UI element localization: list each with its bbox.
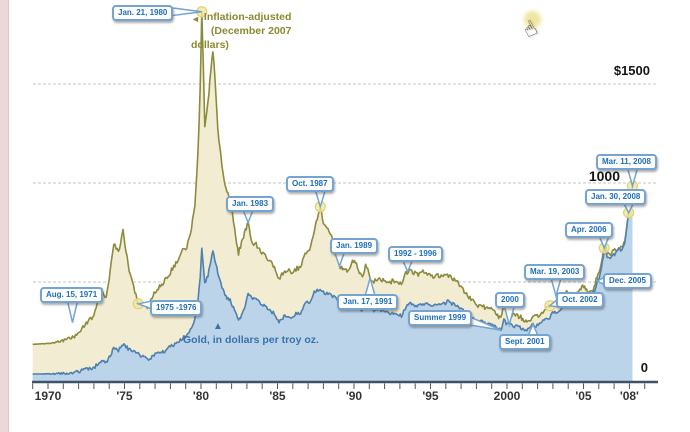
annotation-callout[interactable]: Summer 1999 (408, 310, 473, 326)
hand-cursor: ☝ (517, 10, 555, 52)
annotation-callout[interactable]: Jan. 17, 1991 (337, 294, 399, 310)
x-axis-label: '95 (422, 389, 439, 403)
y-axis-label-1500: $1500 (613, 63, 650, 78)
annotation-callout[interactable]: Dec. 2005 (603, 273, 652, 289)
annotation-callout[interactable]: Sept. 2001 (499, 334, 551, 350)
annotation-callout[interactable]: 1975 -1976 (150, 300, 203, 316)
inflation-label-line2: (December 2007 dollars) (191, 25, 292, 51)
series-label-nominal-gold: Gold, in dollars per troy oz. (183, 334, 319, 346)
annotation-callout[interactable]: 1992 - 1996 (388, 246, 443, 262)
annotation-callout[interactable]: Oct. 1987 (286, 176, 334, 192)
x-axis-label: '05 (575, 389, 592, 403)
x-axis-label: '90 (345, 389, 363, 403)
annotation-callout[interactable]: Mar. 11, 2008 (596, 154, 657, 170)
series-label-inflation-adjusted: ◄ Inflation-adjusted (December 2007 doll… (191, 10, 319, 52)
y-axis-label-0: 0 (640, 360, 648, 375)
page-edge-strip (0, 0, 9, 432)
annotation-callout[interactable]: Jan. 1983 (226, 196, 275, 212)
x-axis-label: '08' (619, 389, 639, 403)
x-axis-label: '75 (116, 389, 133, 403)
x-axis-label: 2000 (493, 389, 521, 403)
annotation-callout[interactable]: Apr. 2006 (565, 222, 613, 238)
left-arrow-icon: ◄ (191, 14, 200, 24)
x-axis-label: 1970 (34, 389, 62, 403)
up-triangle-icon: ▲ (213, 321, 223, 332)
annotation-callout[interactable]: Jan. 30, 2008 (585, 189, 647, 205)
x-axis-label: '80 (192, 389, 210, 403)
annotation-callout[interactable]: Jan. 21, 1980 (112, 5, 174, 21)
inflation-label-line1: Inflation-adjusted (203, 11, 292, 23)
annotation-callout[interactable]: Jan. 1989 (330, 238, 379, 254)
cursor-glow-highlight (524, 11, 541, 28)
x-axis-label: '85 (269, 389, 286, 403)
annotation-callout[interactable]: Mar. 19, 2003 (524, 264, 586, 280)
annotation-callout[interactable]: Aug. 15, 1971 (40, 287, 104, 303)
annotation-callout[interactable]: 2000 (495, 292, 525, 308)
y-axis-label-1000: 1000 (588, 168, 620, 184)
annotation-callout[interactable]: Oct. 2002 (556, 292, 604, 308)
